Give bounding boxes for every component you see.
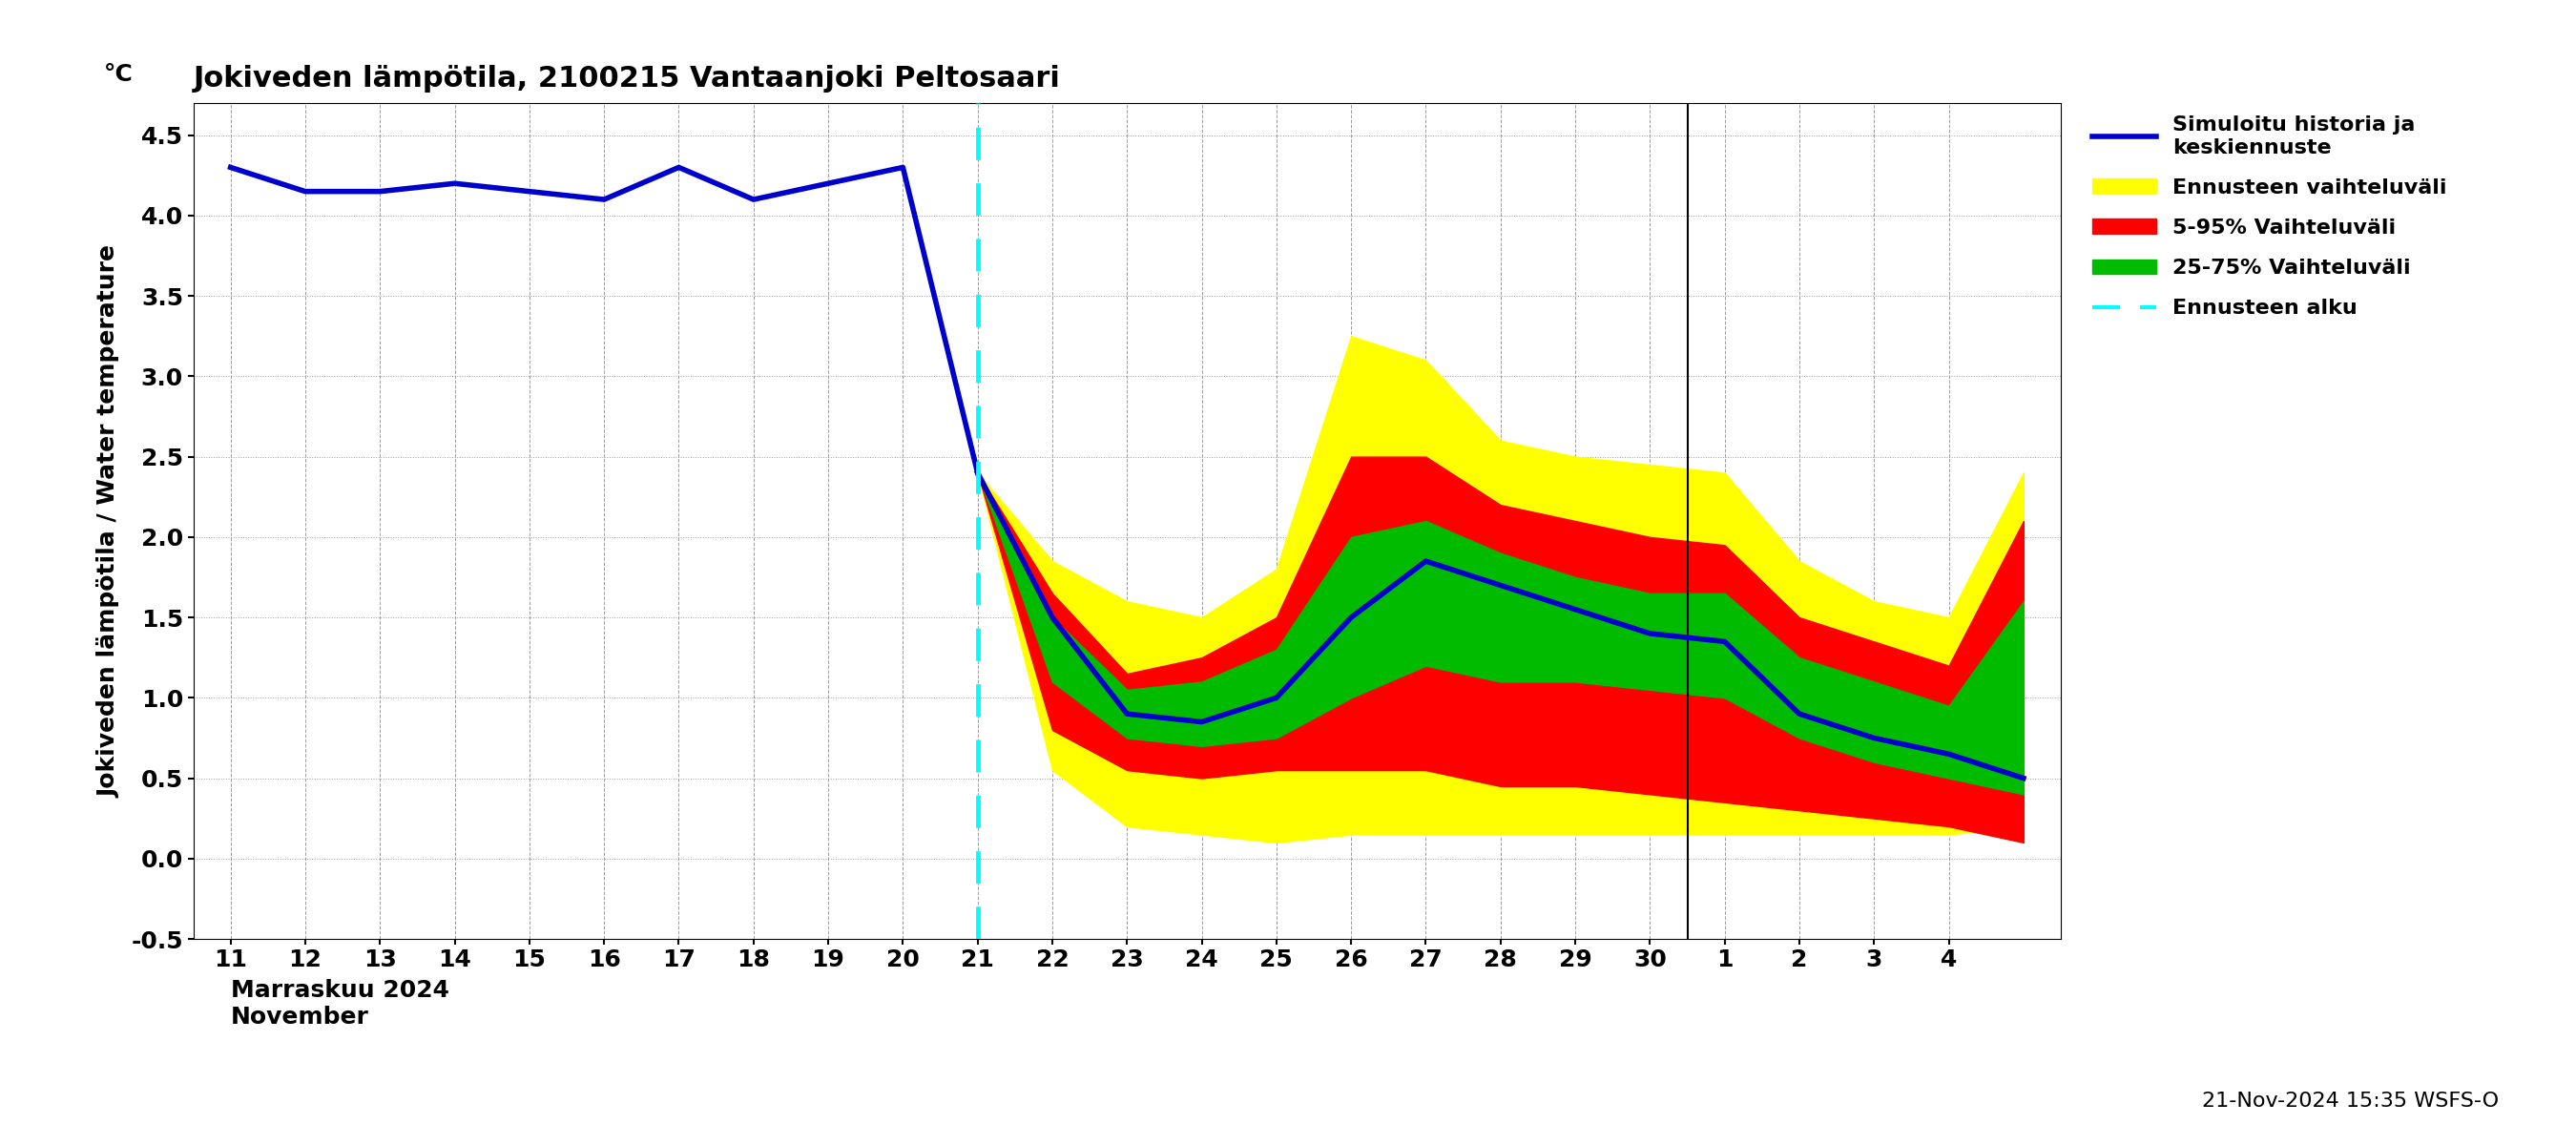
Y-axis label: Jokiveden lämpötila / Water temperature: Jokiveden lämpötila / Water temperature (98, 245, 121, 797)
Text: 21-Nov-2024 15:35 WSFS-O: 21-Nov-2024 15:35 WSFS-O (2202, 1091, 2499, 1111)
Text: Marraskuu 2024
November: Marraskuu 2024 November (229, 979, 448, 1028)
Text: Jokiveden lämpötila, 2100215 Vantaanjoki Peltosaari: Jokiveden lämpötila, 2100215 Vantaanjoki… (193, 65, 1061, 93)
Legend: Simuloitu historia ja
keskiennuste, Ennusteen vaihteluväli, 5-95% Vaihteluväli, : Simuloitu historia ja keskiennuste, Ennu… (2084, 108, 2455, 326)
Text: °C: °C (103, 63, 134, 86)
